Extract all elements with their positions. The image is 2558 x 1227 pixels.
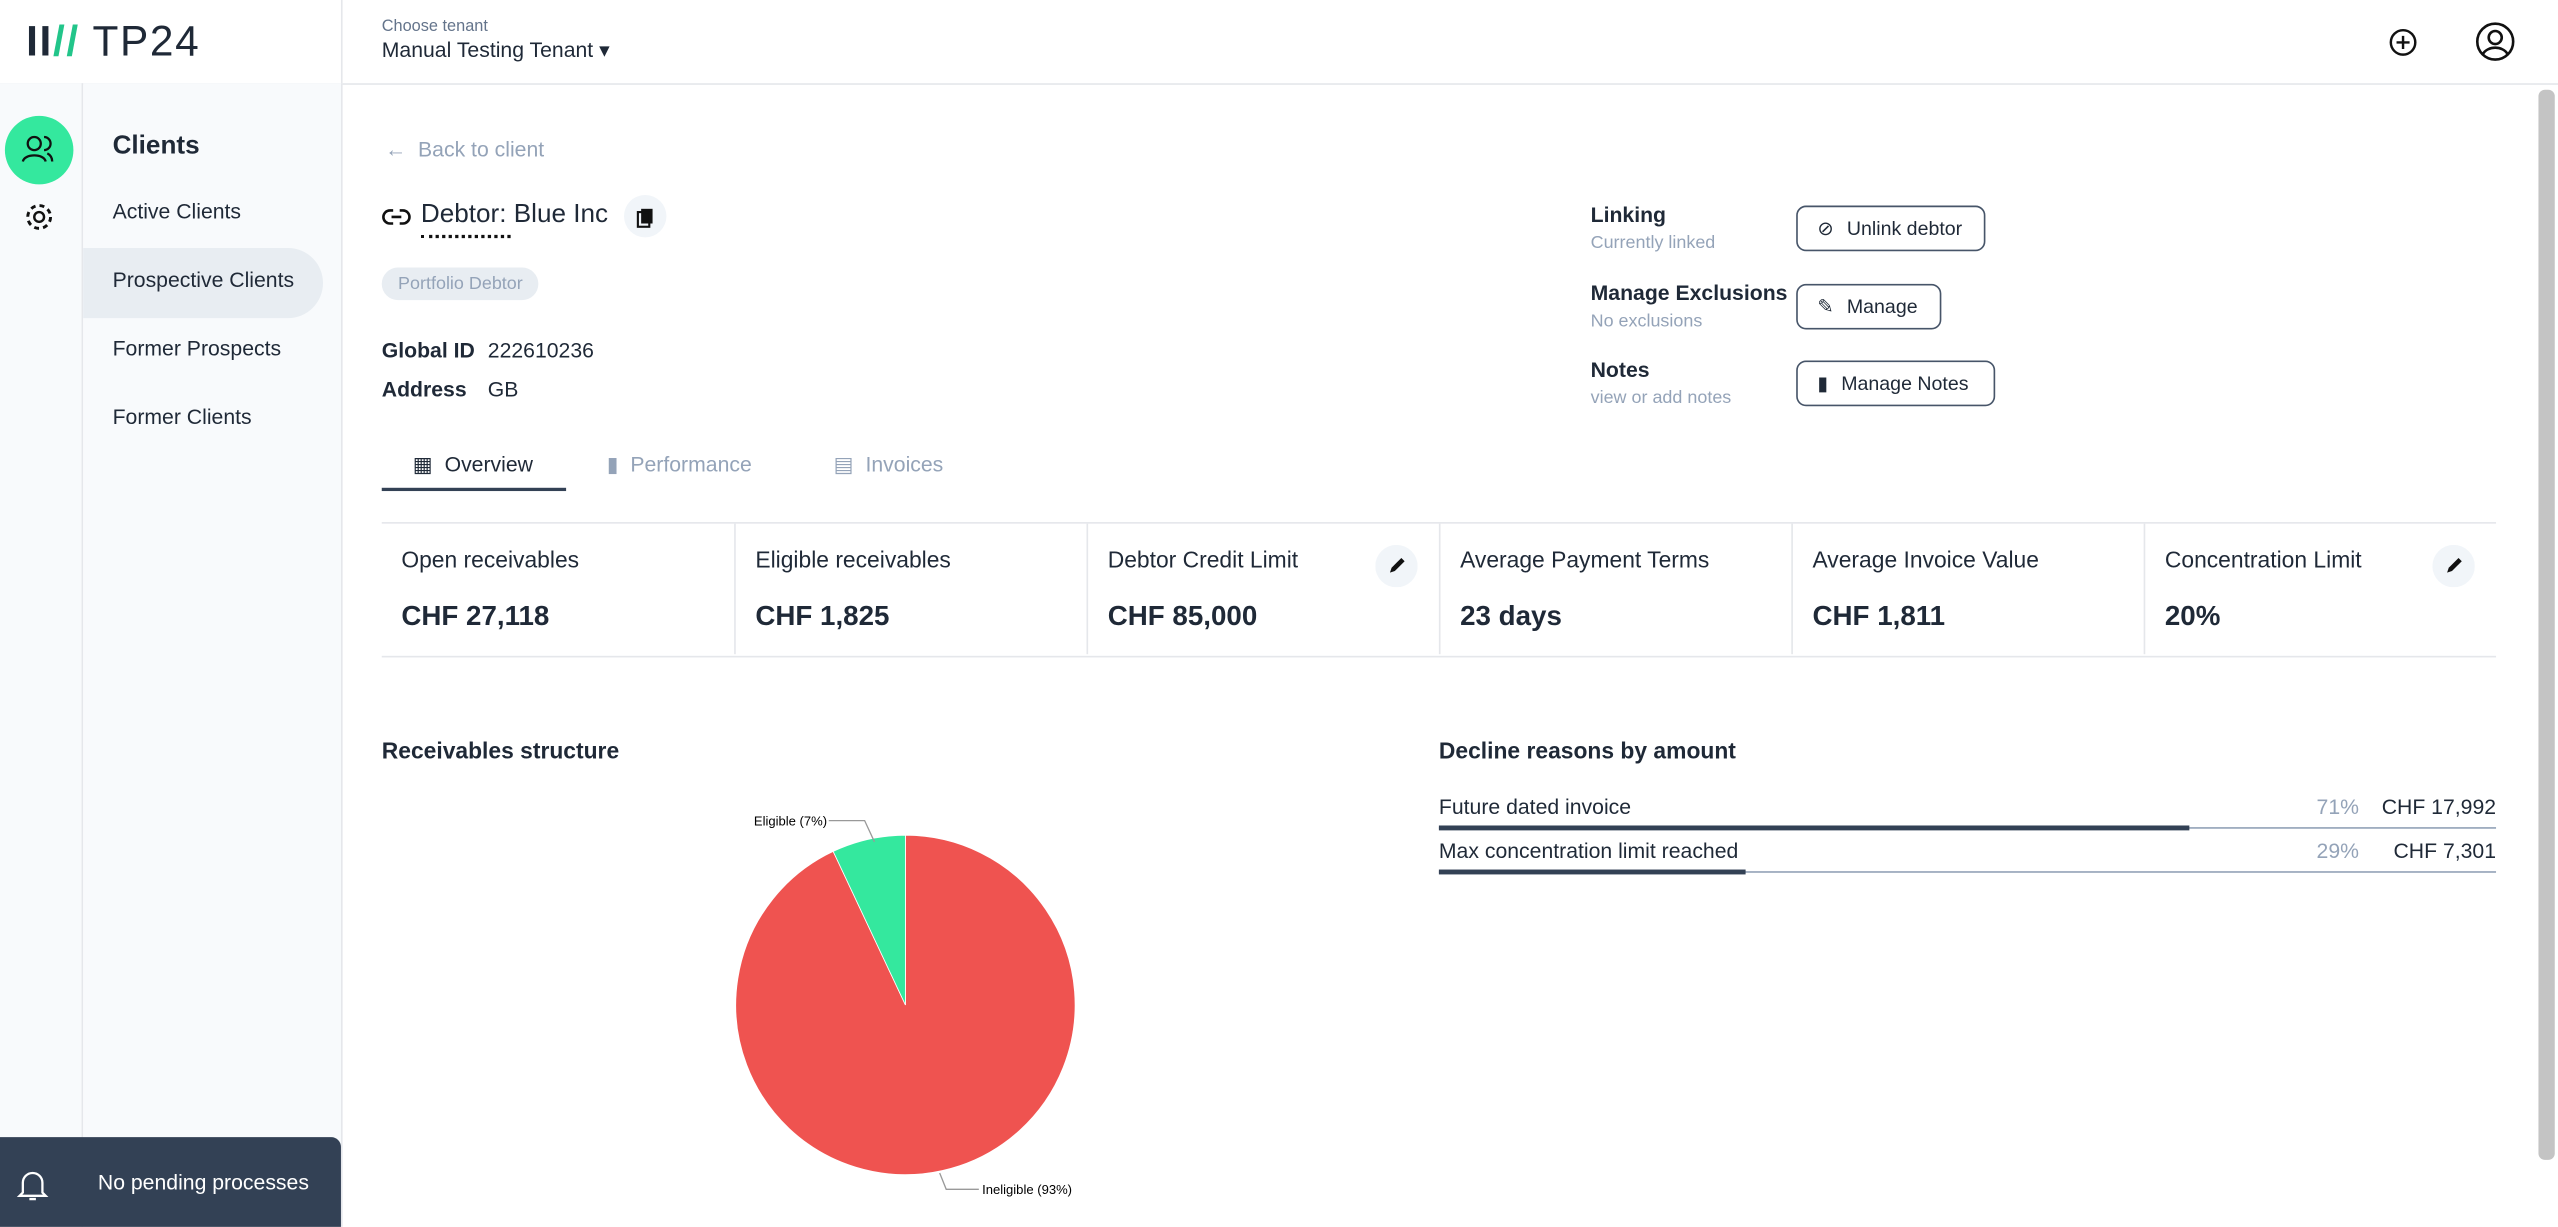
kpi-label: Eligible receivables: [755, 546, 951, 573]
tab-label: Performance: [630, 451, 752, 477]
action-title: Manage Exclusions: [1590, 280, 1788, 306]
button-label: Manage Notes: [1841, 371, 1969, 395]
nav-item[interactable]: Prospective Clients: [112, 267, 295, 293]
slice-label: Ineligible (93%): [982, 1182, 1072, 1197]
kpi-card: Debtor Credit Limit CHF 85,000: [1086, 523, 1439, 655]
amount: CHF 7,301: [2393, 838, 2497, 864]
header: [0, 0, 2558, 85]
amount: CHF 17,992: [2381, 794, 2497, 819]
reason: Future dated invoice: [1438, 794, 1632, 819]
nav-item[interactable]: Former Clients: [112, 404, 252, 430]
underline: [420, 234, 511, 239]
notes-button[interactable]: ▮ Manage Notes: [1796, 360, 1996, 407]
tab-label: Invoices: [865, 451, 944, 477]
pie-slice[interactable]: [832, 834, 906, 1006]
nav-title: Clients: [112, 132, 200, 160]
kpi-value: CHF 27,118: [401, 600, 550, 632]
kpi-value: CHF 1,811: [1812, 600, 1946, 632]
kpi-card: Eligible receivables CHF 1,825: [734, 523, 1086, 655]
action-subtitle: Currently linked: [1590, 233, 1716, 253]
section-title: Decline reasons by amount: [1438, 737, 1736, 764]
field-label: Global ID: [381, 337, 475, 363]
account-icon[interactable]: [2475, 21, 2516, 62]
track: [1438, 871, 2497, 873]
kpi-value: CHF 1,825: [755, 600, 890, 632]
debtor-title: Debtor: Blue Inc: [420, 200, 609, 229]
logo[interactable]: II// TP24: [26, 16, 201, 66]
nav-active-bg: [83, 247, 324, 319]
divider: [340, 0, 343, 84]
edit-button[interactable]: [2432, 544, 2475, 588]
notification: No pending processes: [97, 1169, 309, 1195]
kpi-value: 23 days: [1460, 600, 1562, 632]
badge: Portfolio Debtor: [381, 267, 540, 301]
logo-text: TP24: [92, 16, 201, 66]
kpi-label: Average Invoice Value: [1812, 546, 2039, 573]
kpi-label: Open receivables: [401, 546, 580, 573]
nav-item[interactable]: Active Clients: [112, 199, 242, 224]
tab[interactable]: ▤ Invoices: [833, 451, 944, 477]
share-bar: [1438, 869, 1746, 875]
tab-label: Overview: [444, 451, 533, 477]
tenant-select[interactable]: Manual Testing Tenant ▾: [381, 37, 610, 62]
share-bar: [1438, 825, 2190, 831]
back-link[interactable]: ← Back to client: [385, 137, 545, 162]
clients-icon[interactable]: [3, 114, 75, 186]
manage-button[interactable]: ✎ Manage: [1796, 283, 1942, 330]
back-text: Back to client: [418, 137, 545, 162]
kpi-value: 20%: [2164, 600, 2221, 632]
edit-button[interactable]: [1375, 544, 1418, 588]
add-icon[interactable]: [2387, 26, 2420, 59]
kpi-label: Average Payment Terms: [1460, 546, 1710, 573]
action-title: Notes: [1590, 357, 1650, 382]
field-label: Address: [381, 376, 467, 402]
kpi-strip: [381, 522, 2497, 658]
tenant: Manual Testing Tenant: [381, 37, 594, 62]
leader-line: [828, 819, 876, 843]
bell-icon: [16, 1171, 49, 1201]
tab-indicator: [381, 487, 567, 492]
leader-line: [939, 1172, 979, 1190]
kpi-card: Average Payment Terms 23 days: [1438, 523, 1791, 655]
field-value: GB: [487, 376, 519, 402]
kpi-card: Concentration Limit 20%: [2143, 523, 2496, 655]
kpi-card: Open receivables CHF 27,118: [382, 524, 734, 655]
kpi-card: Average Invoice Value CHF 1,811: [1791, 523, 2143, 655]
icon-rail: [0, 83, 84, 1227]
link-icon: [382, 209, 411, 225]
tab[interactable]: ▦ Overview: [412, 451, 533, 477]
settings-icon[interactable]: [23, 201, 56, 234]
reason: Max concentration limit reached: [1438, 838, 1739, 864]
notification-bar[interactable]: [0, 1137, 341, 1227]
kpi-value: CHF 85,000: [1107, 600, 1258, 632]
kpi-label: Debtor Credit Limit: [1107, 546, 1299, 573]
slice-label: Eligible (7%): [754, 813, 827, 828]
kpi-label: Concentration Limit: [2164, 546, 2362, 573]
section-title: Receivables structure: [381, 737, 620, 764]
pie-chart: Eligible (7%) Ineligible (93%): [735, 813, 1076, 1197]
button-label: Unlink debtor: [1846, 216, 1963, 240]
scrollbar[interactable]: [2538, 89, 2555, 1160]
nav-item[interactable]: Former Prospects: [112, 336, 282, 361]
pie-slice[interactable]: [735, 834, 1076, 1175]
share-label: 71%: [2316, 794, 2360, 819]
share-label: 29%: [2316, 838, 2360, 864]
copy-button[interactable]: [623, 194, 667, 238]
action-subtitle: No exclusions: [1590, 311, 1703, 332]
unlink-button[interactable]: ⊘ Unlink debtor: [1796, 205, 1986, 252]
button-label: Manage: [1846, 295, 1918, 319]
tab[interactable]: ▮ Performance: [606, 451, 752, 477]
tenant-label: Choose tenant: [381, 17, 488, 36]
field-value: 222610236: [487, 337, 594, 363]
action-title: Linking: [1590, 202, 1667, 227]
action-subtitle: view or add notes: [1590, 388, 1732, 408]
